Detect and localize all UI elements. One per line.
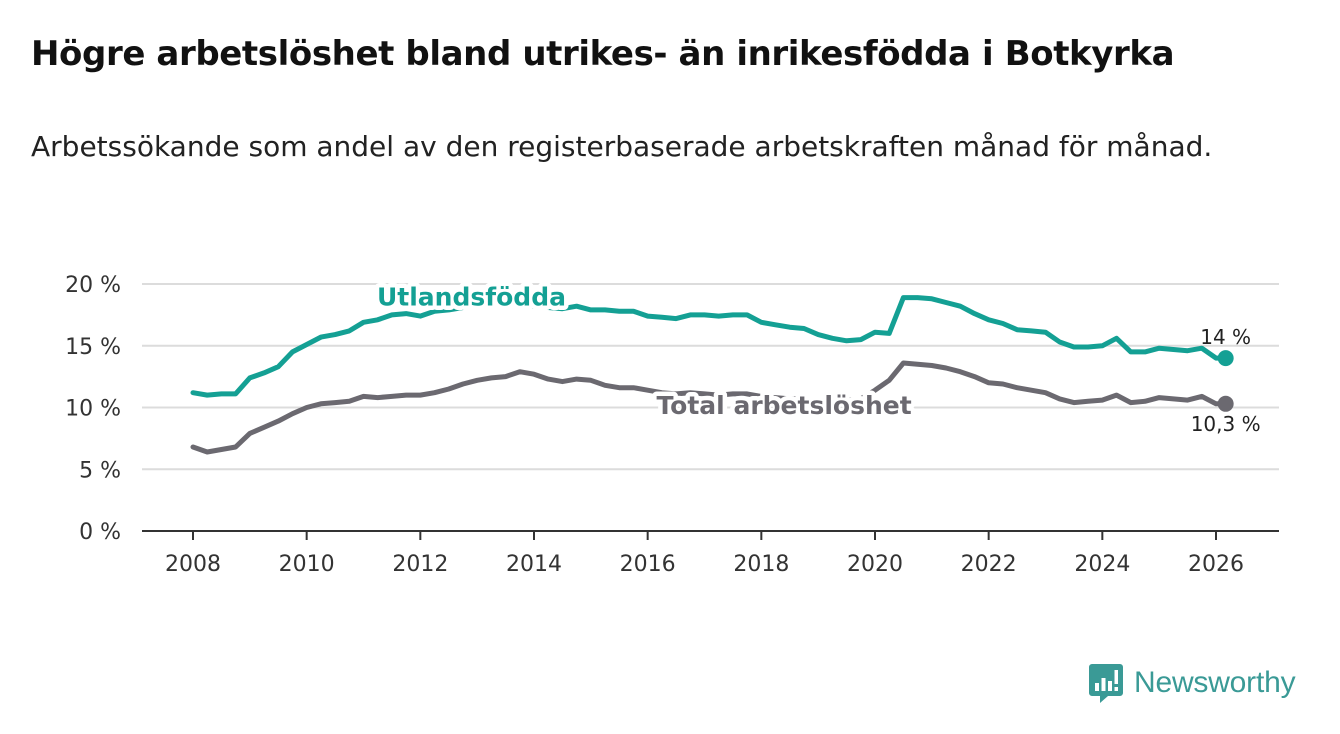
- y-tick-label: 20 %: [65, 273, 121, 298]
- series-line-utlandsfodda: [190, 295, 1229, 398]
- x-tick-label: 2018: [733, 552, 789, 577]
- x-axis-ticks: 2008 2010 2012 2014 2016 2018 2020 2022 2024 2026: [142, 530, 1279, 577]
- y-axis-ticks: 0 % 5 % 10 % 15 % 20 %: [65, 273, 121, 545]
- x-tick-label: 2024: [1074, 552, 1130, 577]
- x-tick-label: 2026: [1188, 552, 1244, 577]
- y-tick-label: 10 %: [65, 397, 121, 422]
- end-point-total: [1217, 395, 1234, 412]
- brand-name: Newsworthy: [1134, 666, 1296, 699]
- end-label-utlandsfodda: 14 %: [1200, 325, 1251, 349]
- x-tick-label: 2010: [279, 552, 335, 577]
- series-lines: [190, 295, 1234, 455]
- x-tick-label: 2008: [165, 552, 221, 577]
- x-tick-label: 2016: [620, 552, 676, 577]
- x-tick-label: 2012: [392, 552, 448, 577]
- y-tick-label: 15 %: [65, 335, 121, 360]
- x-tick-label: 2020: [847, 552, 903, 577]
- series-labels: 14 %10,3 %UtlandsföddaUtlandsföddaTotal …: [372, 278, 1261, 436]
- series-label-halo-total: Total arbetslöshet: [656, 391, 911, 420]
- end-label-total: 10,3 %: [1191, 412, 1261, 436]
- x-tick-label: 2022: [961, 552, 1017, 577]
- series-label-total: Total arbetslöshet: [656, 391, 911, 420]
- y-tick-label: 0 %: [79, 520, 121, 545]
- series-label-halo-utlandsfodda: Utlandsfödda: [377, 282, 566, 311]
- x-tick-label: 2014: [506, 552, 562, 577]
- newsworthy-logo: Newsworthy: [1088, 660, 1296, 706]
- gridlines: [142, 283, 1279, 471]
- chart-subtitle: Arbetssökande som andel av den registerb…: [31, 130, 1213, 163]
- series-label-utlandsfodda: Utlandsfödda: [377, 282, 566, 311]
- series-line-total: [190, 360, 1229, 455]
- bar-chart-logo-icon: [1089, 664, 1123, 703]
- chart-title: Högre arbetslöshet bland utrikes- än inr…: [31, 34, 1175, 74]
- y-tick-label: 5 %: [79, 458, 121, 483]
- end-point-utlandsfodda: [1217, 350, 1234, 367]
